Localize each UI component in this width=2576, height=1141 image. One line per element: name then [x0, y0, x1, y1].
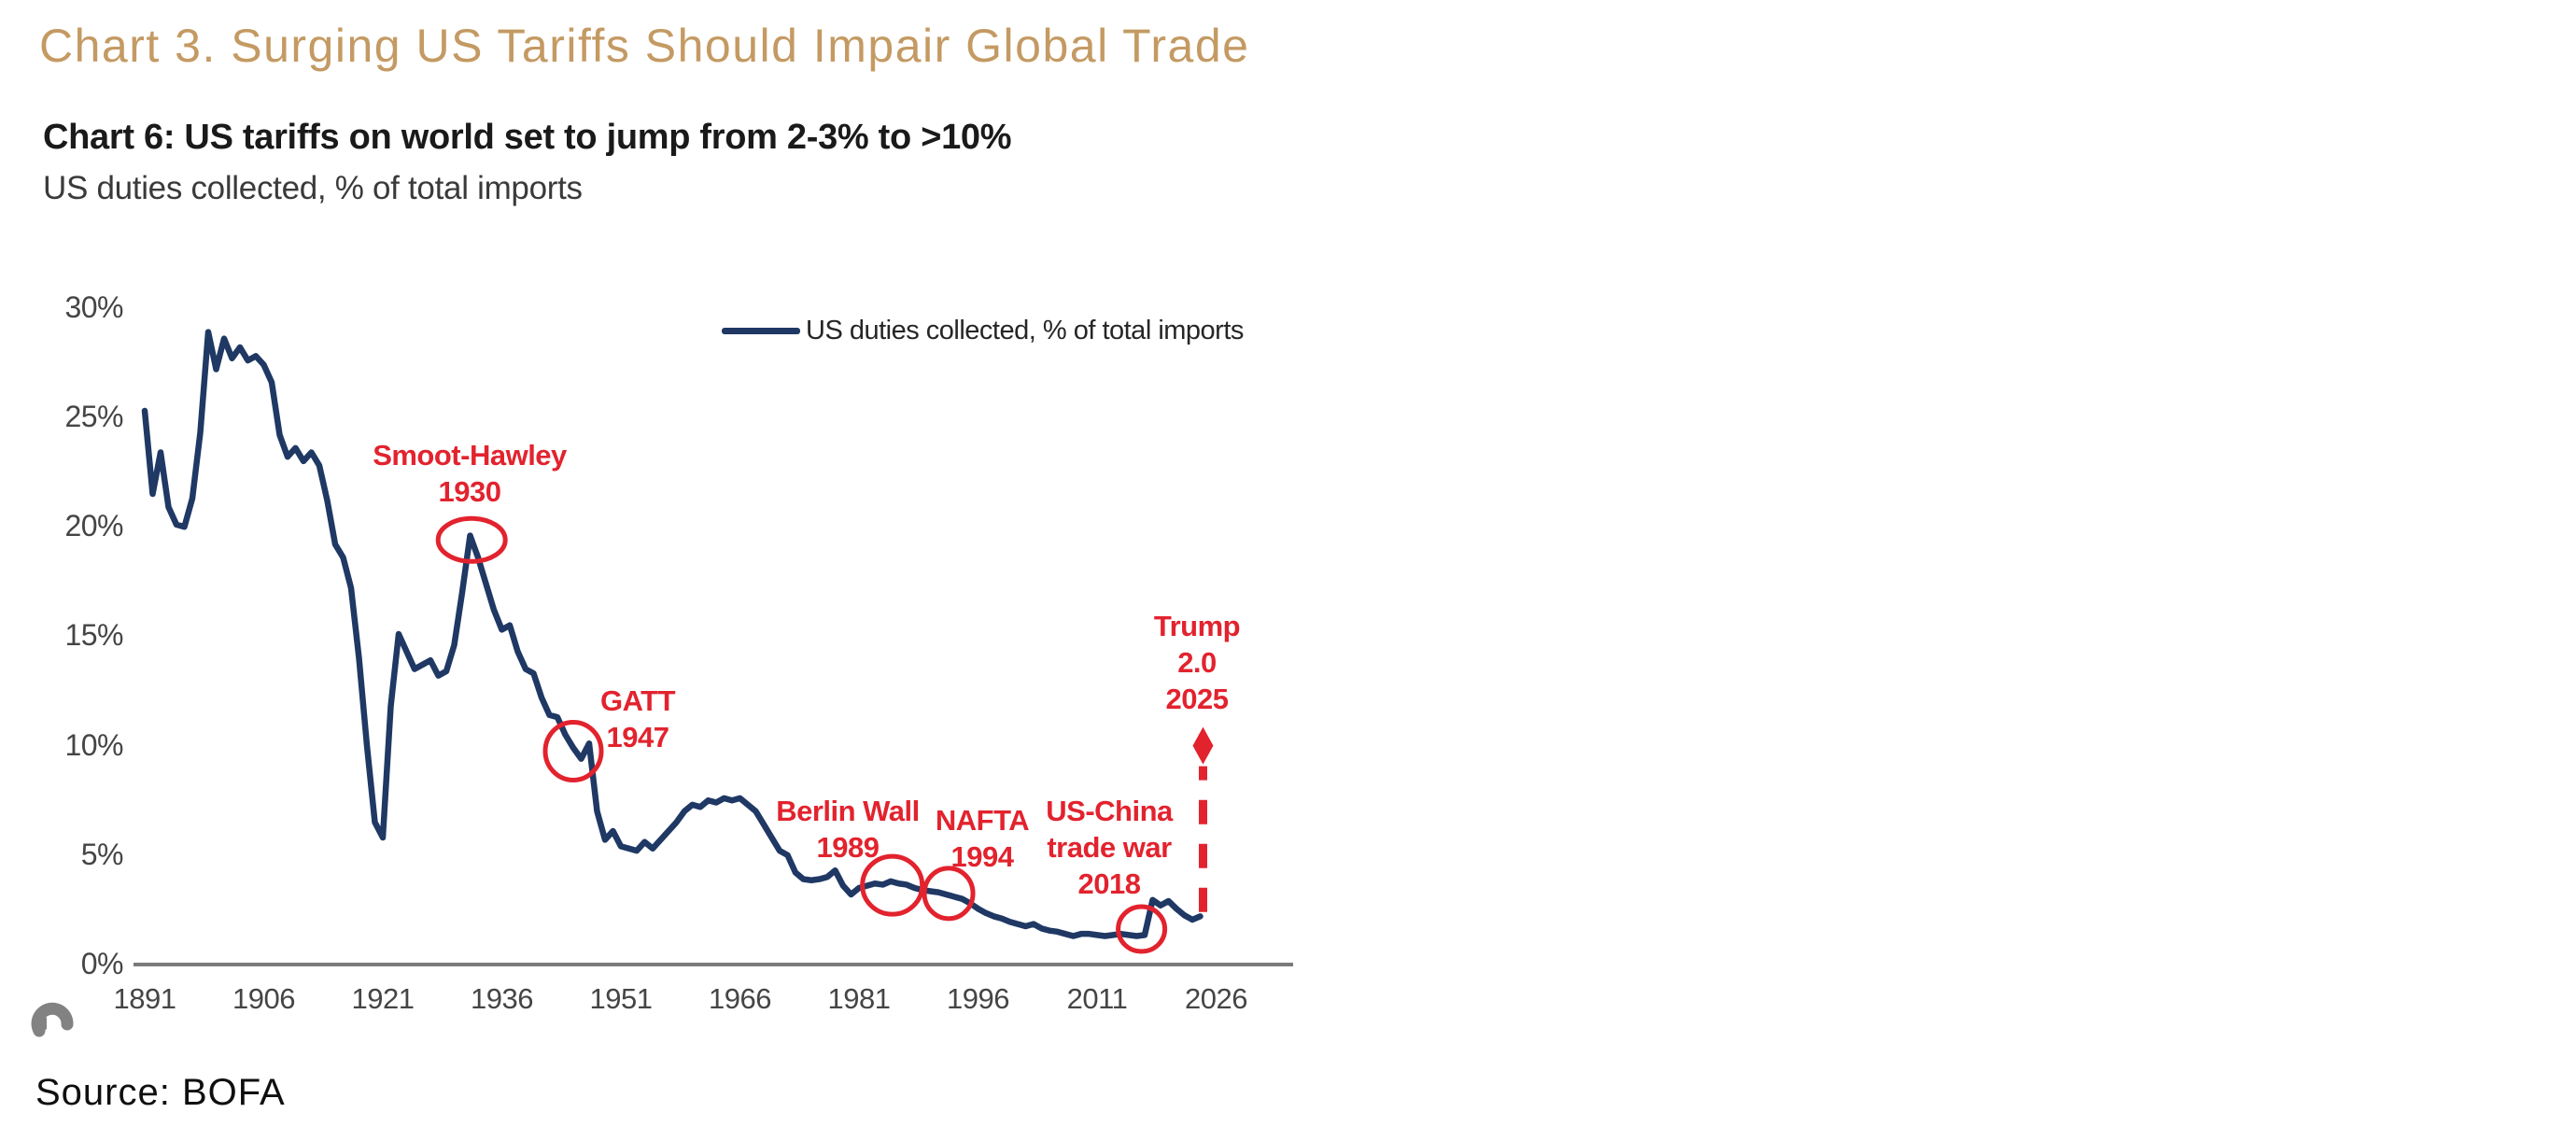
x-axis-tick-label: 2011	[1066, 982, 1128, 1015]
y-axis-tick-label: 10%	[64, 727, 123, 762]
annotation-line: Berlin Wall	[776, 795, 920, 827]
annotation-line: NAFTA	[935, 804, 1030, 837]
annotation-smoot: Smoot-Hawley 1930	[320, 437, 619, 510]
annotation-line: 1994	[950, 840, 1014, 873]
annotation-line: 2025	[1165, 683, 1229, 715]
x-axis-tick-label: 1966	[709, 982, 771, 1015]
annotation-circle-berlin	[860, 853, 925, 917]
x-axis-tick-label: 1921	[351, 982, 415, 1015]
source-note: Source: BOFA	[35, 1072, 286, 1113]
figure-kicker: Chart 3. Surging US Tariffs Should Impai…	[39, 20, 1250, 72]
x-axis-tick-label: 1936	[471, 982, 533, 1015]
x-axis-tick-label: 1891	[113, 982, 176, 1015]
annotation-circle-nafta	[922, 866, 976, 922]
annotation-circle-smoot	[435, 515, 508, 564]
chart-legend: US duties collected, % of total imports	[722, 316, 1244, 346]
annotation-circle-gatt	[542, 719, 604, 782]
trump-arrow-head-up-arrow-diamond-icon	[1192, 726, 1214, 765]
annotation-circle-uschina	[1116, 904, 1168, 954]
y-axis-tick-label: 25%	[64, 400, 123, 433]
annotation-line: 1989	[816, 831, 880, 864]
annotation-line: trade war	[1047, 831, 1172, 864]
y-axis-tick-label: 15%	[64, 618, 123, 653]
y-axis-tick-label: 0%	[80, 947, 124, 980]
annotation-line: 2018	[1077, 867, 1141, 900]
x-axis-tick-label: 2026	[1185, 982, 1247, 1015]
annotation-line: 2.0	[1177, 646, 1217, 679]
annotation-trump: Trump 2.0 2025	[1048, 608, 1346, 717]
axis-labels-layer: 30% 25% 20% 15% 10% 5% 0% 1891 1906 1921 1936 1951 1…	[64, 289, 1346, 1015]
annotation-line: 1947	[606, 721, 669, 754]
annotation-berlin: Berlin Wall 1989	[698, 793, 997, 866]
chart-subtitle: US duties collected, % of total imports	[43, 170, 583, 206]
y-axis-tick-label: 20%	[64, 509, 123, 543]
annotation-uschina: US-China trade war 2018	[960, 793, 1259, 902]
legend-line-swatch	[722, 328, 800, 334]
annotation-line: 1930	[438, 475, 501, 508]
series-line-us-duties	[141, 329, 1204, 939]
annotation-line: Smoot-Hawley	[373, 439, 567, 472]
watermark-cropped-logo-block-icon	[35, 1017, 47, 1030]
y-axis-tick-label: 5%	[80, 837, 124, 871]
x-axis-tick-label: 1996	[947, 982, 1009, 1015]
annotation-line: GATT	[599, 684, 676, 717]
legend-label: US duties collected, % of total imports	[806, 316, 1244, 345]
annotation-line: US-China	[1046, 795, 1173, 827]
chart-title: Chart 6: US tariffs on world set to jump…	[43, 118, 1012, 157]
y-axis-tick-label: 30%	[64, 289, 123, 324]
annotation-nafta: NAFTA 1994	[833, 802, 1132, 875]
annotation-line: Trump	[1153, 610, 1241, 642]
x-axis-tick-label: 1981	[827, 982, 891, 1015]
chart-plot	[31, 329, 1293, 1037]
x-axis-tick-label: 1906	[232, 982, 295, 1015]
annotation-gatt: GATT 1947	[488, 683, 787, 755]
x-axis-tick-label: 1951	[589, 982, 653, 1015]
